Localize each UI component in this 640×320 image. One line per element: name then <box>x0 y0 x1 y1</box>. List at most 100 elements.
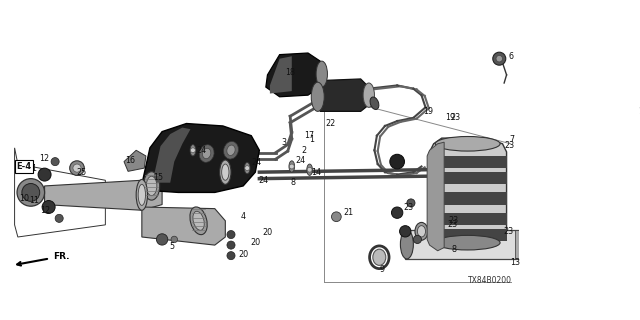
Text: 13: 13 <box>509 258 520 267</box>
Text: 17: 17 <box>304 131 314 140</box>
Ellipse shape <box>289 161 294 172</box>
Text: 2: 2 <box>301 146 307 155</box>
Circle shape <box>38 168 51 181</box>
Polygon shape <box>266 53 320 97</box>
Polygon shape <box>45 180 162 210</box>
Polygon shape <box>316 79 369 111</box>
Text: 23: 23 <box>503 227 513 236</box>
Ellipse shape <box>415 222 428 240</box>
Circle shape <box>55 214 63 222</box>
Text: FR.: FR. <box>17 252 69 266</box>
Text: 14: 14 <box>311 168 321 177</box>
Circle shape <box>493 52 506 65</box>
Ellipse shape <box>199 145 214 162</box>
Text: 12: 12 <box>38 154 49 163</box>
Circle shape <box>496 55 502 62</box>
Circle shape <box>307 167 312 172</box>
Polygon shape <box>142 207 225 245</box>
Ellipse shape <box>417 226 426 237</box>
Text: 22: 22 <box>326 119 336 128</box>
Text: 21: 21 <box>344 208 353 217</box>
Ellipse shape <box>435 137 500 151</box>
Text: 11: 11 <box>28 164 37 172</box>
Text: 20: 20 <box>262 228 273 237</box>
Ellipse shape <box>227 145 235 156</box>
Circle shape <box>191 148 195 153</box>
Text: 8: 8 <box>451 245 456 254</box>
Text: 11: 11 <box>29 196 39 205</box>
Text: 25: 25 <box>76 168 86 177</box>
Polygon shape <box>434 156 507 168</box>
Text: E-4: E-4 <box>16 162 31 171</box>
Ellipse shape <box>136 180 147 210</box>
Text: 16: 16 <box>125 156 134 164</box>
Ellipse shape <box>223 141 239 159</box>
Circle shape <box>244 166 250 171</box>
Polygon shape <box>434 192 507 204</box>
Text: 10: 10 <box>19 195 29 204</box>
Polygon shape <box>434 229 507 241</box>
Circle shape <box>289 164 294 169</box>
Ellipse shape <box>363 83 374 107</box>
Ellipse shape <box>220 160 231 184</box>
Ellipse shape <box>311 82 324 111</box>
Text: 23: 23 <box>403 203 413 212</box>
Circle shape <box>171 236 177 243</box>
Circle shape <box>399 226 411 237</box>
Ellipse shape <box>307 164 312 175</box>
Ellipse shape <box>190 145 196 156</box>
Circle shape <box>392 207 403 218</box>
Circle shape <box>413 236 422 244</box>
Polygon shape <box>427 142 444 251</box>
Circle shape <box>390 154 404 169</box>
Text: 20: 20 <box>238 250 248 259</box>
Polygon shape <box>142 124 259 192</box>
Circle shape <box>17 179 45 206</box>
Polygon shape <box>270 56 292 93</box>
Ellipse shape <box>244 163 250 174</box>
Text: 1: 1 <box>310 135 314 144</box>
Circle shape <box>70 161 84 175</box>
Ellipse shape <box>435 236 500 250</box>
Circle shape <box>51 157 59 166</box>
Ellipse shape <box>138 184 145 205</box>
Polygon shape <box>434 213 507 225</box>
Circle shape <box>227 252 235 260</box>
Ellipse shape <box>370 97 379 109</box>
Ellipse shape <box>143 172 159 200</box>
Text: 8: 8 <box>291 178 296 187</box>
Text: 19: 19 <box>637 107 640 116</box>
Ellipse shape <box>202 148 211 159</box>
Text: 24: 24 <box>296 156 306 164</box>
Circle shape <box>407 199 415 207</box>
Ellipse shape <box>373 249 386 265</box>
Polygon shape <box>405 230 519 259</box>
Circle shape <box>227 241 235 249</box>
Text: 19: 19 <box>423 107 433 116</box>
Text: 6: 6 <box>508 52 513 61</box>
Ellipse shape <box>147 176 157 196</box>
Text: 23: 23 <box>449 216 459 225</box>
Text: 24: 24 <box>259 176 268 185</box>
Circle shape <box>227 230 235 239</box>
Ellipse shape <box>193 211 204 230</box>
Circle shape <box>332 212 341 221</box>
Polygon shape <box>152 128 191 183</box>
Polygon shape <box>429 138 507 245</box>
Text: 12: 12 <box>40 206 51 215</box>
Text: 24: 24 <box>196 146 206 155</box>
Text: 19: 19 <box>445 113 456 122</box>
Polygon shape <box>515 230 519 259</box>
Polygon shape <box>124 150 146 171</box>
Ellipse shape <box>221 164 229 180</box>
Text: 7: 7 <box>509 135 515 144</box>
Text: 20: 20 <box>250 238 260 247</box>
Ellipse shape <box>401 230 413 259</box>
Text: 24: 24 <box>252 158 262 167</box>
Text: 23: 23 <box>451 113 461 122</box>
Circle shape <box>156 234 168 245</box>
Text: 23: 23 <box>504 141 514 150</box>
Ellipse shape <box>190 207 207 235</box>
Text: 18: 18 <box>285 68 295 77</box>
Circle shape <box>42 201 55 213</box>
